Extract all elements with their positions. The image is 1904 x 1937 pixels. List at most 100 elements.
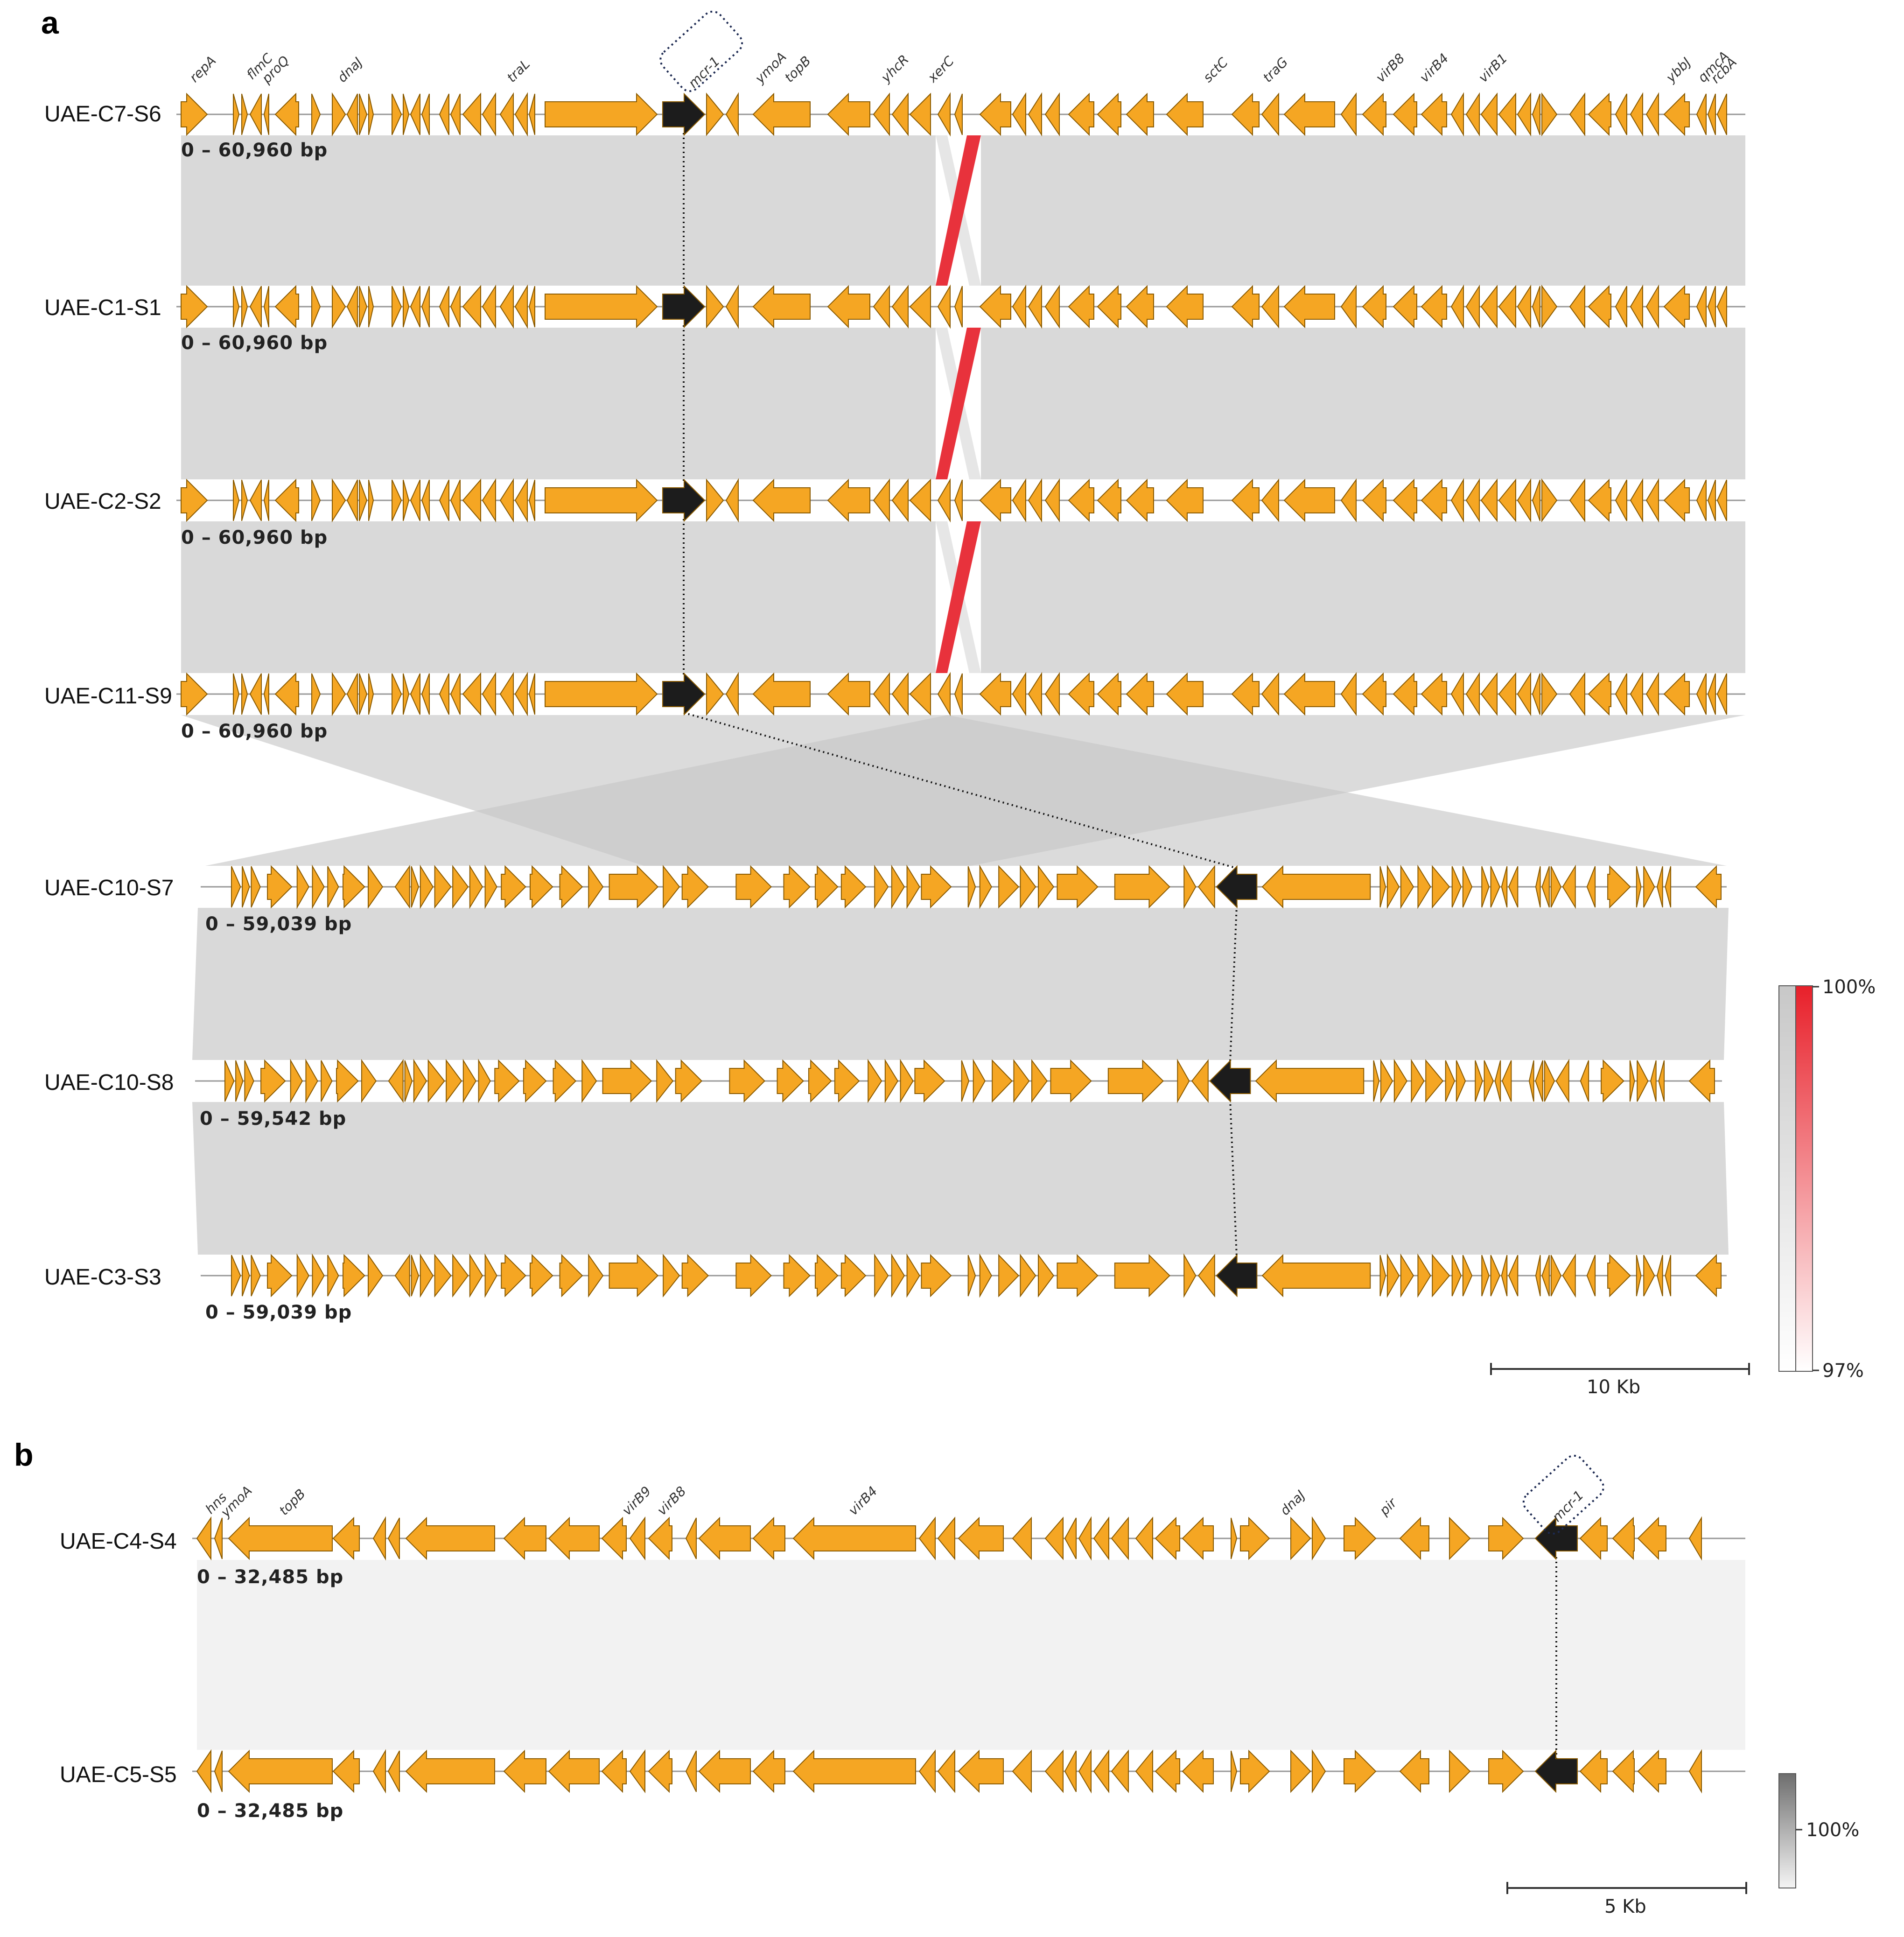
a-gene-4-39 — [783, 865, 811, 909]
a-gene-5-62 — [235, 1060, 244, 1102]
a-gene-5-15 — [1456, 1060, 1466, 1102]
a-gene-2-55 — [1569, 478, 1585, 523]
range-c3-s3: 0 – 59,039 bp — [205, 1302, 352, 1323]
a-gene-4-7 — [1562, 864, 1576, 909]
a-gene-4-44 — [588, 864, 604, 909]
a-gene-1-52 — [1517, 284, 1531, 329]
a-gene-2-13 — [410, 479, 420, 521]
a-gene-0-25 — [725, 92, 739, 137]
a-gene-4-8 — [1550, 866, 1562, 908]
b-gene-1-38 — [1612, 1749, 1635, 1793]
a-gene-0-16 — [450, 93, 461, 135]
a-gene-0-22 — [545, 92, 658, 136]
a-gene-6-1 — [1665, 1255, 1672, 1297]
a-gene-0-15 — [439, 93, 449, 135]
b-gene-0-27 — [1182, 1516, 1214, 1560]
a-gene-3-42 — [1261, 672, 1279, 716]
a-mcr1-gene-0 — [662, 92, 706, 136]
track-name-c2-s2: UAE-C2-S2 — [44, 489, 161, 514]
b-gene-1-12 — [685, 1750, 697, 1792]
b-gene-0-38 — [1612, 1516, 1635, 1560]
b-gene-0-15 — [792, 1516, 916, 1560]
a-gene-2-7 — [332, 478, 346, 523]
a-gene-3-31 — [937, 672, 951, 716]
a-gene-3-33 — [979, 672, 1011, 716]
a-gene-3-55 — [1569, 672, 1585, 716]
a-gene-0-14 — [421, 93, 430, 135]
a-gene-3-35 — [1028, 672, 1042, 716]
b-gene-1-7 — [503, 1749, 546, 1793]
a-gene-6-29 — [1020, 1253, 1036, 1298]
a-gene-1-47 — [1421, 285, 1447, 329]
a-gene-5-37 — [834, 1059, 860, 1103]
a-gene-3-48 — [1450, 672, 1464, 716]
range-c10-s8: 0 – 59,542 bp — [200, 1108, 346, 1130]
a-gene-1-5 — [274, 285, 299, 329]
a-gene-2-37 — [1068, 478, 1094, 522]
a-gene-1-43 — [1283, 285, 1335, 329]
b-gene-0-2 — [228, 1516, 333, 1560]
a-gene-5-38 — [808, 1059, 832, 1103]
a-gene-2-24 — [706, 478, 724, 522]
identity-legend-a: 100% 97% — [1778, 976, 1876, 1382]
a-gene-1-9 — [359, 286, 368, 328]
a-gene-3-26 — [752, 672, 811, 716]
a-gene-6-27 — [1057, 1254, 1099, 1298]
a-gene-2-41 — [1231, 478, 1260, 522]
b-gene-0-23 — [1093, 1516, 1109, 1561]
b-gene-1-28 — [1231, 1750, 1238, 1792]
gene-label-virB4-b: virB4 — [846, 1483, 881, 1518]
a-gene-2-15 — [439, 479, 449, 521]
a-gene-4-47 — [501, 865, 526, 909]
a-gene-6-56 — [343, 1254, 365, 1298]
b-gene-0-11 — [648, 1516, 672, 1560]
a-gene-4-59 — [296, 864, 309, 909]
gene-label-virB1: virB1 — [1476, 50, 1511, 85]
a-gene-4-18 — [1417, 864, 1431, 909]
b-gene-1-3 — [332, 1749, 360, 1793]
a-gene-4-38 — [814, 865, 839, 909]
b-mcr1-gene-0 — [1534, 1516, 1578, 1560]
a-gene-6-45 — [559, 1254, 583, 1298]
a-gene-5-6 — [1580, 1060, 1589, 1102]
track-name-c7-s6: UAE-C7-S6 — [44, 102, 161, 126]
a-gene-6-40 — [735, 1254, 772, 1298]
a-gene-5-60 — [260, 1059, 286, 1103]
a-gene-3-5 — [274, 672, 299, 716]
a-gene-6-2 — [1657, 1255, 1663, 1297]
a-gene-5-44 — [581, 1059, 597, 1103]
a-gene-0-53 — [1532, 93, 1540, 135]
a-gene-5-14 — [1475, 1060, 1483, 1102]
a-gene-1-39 — [1126, 285, 1154, 329]
a-gene-0-32 — [954, 93, 963, 135]
a-gene-5-49 — [462, 1059, 476, 1103]
mcr1-link-a-4 — [1229, 905, 1238, 1063]
a-gene-1-35 — [1028, 284, 1042, 329]
b-gene-1-34 — [1449, 1749, 1471, 1793]
a-gene-5-48 — [478, 1059, 491, 1103]
a-gene-4-35 — [891, 864, 905, 909]
a-gene-0-20 — [514, 92, 528, 137]
a-gene-6-12 — [1501, 1255, 1508, 1297]
a-gene-0-62 — [1707, 93, 1716, 135]
a-gene-2-44 — [1340, 478, 1357, 523]
a-gene-3-38 — [1097, 672, 1121, 716]
a-gene-2-52 — [1517, 478, 1531, 523]
a-gene-6-5 — [1607, 1254, 1631, 1298]
a-gene-1-48 — [1450, 284, 1464, 329]
a-gene-4-46 — [529, 865, 553, 909]
a-gene-3-24 — [706, 672, 724, 716]
a-gene-5-16 — [1445, 1060, 1456, 1102]
a-gene-1-21 — [528, 286, 535, 328]
a-track-1 — [176, 284, 1745, 329]
a-gene-2-33 — [979, 478, 1011, 522]
a-gene-3-58 — [1630, 672, 1643, 716]
b-gene-0-8 — [548, 1516, 600, 1560]
a-gene-4-4 — [1636, 866, 1642, 908]
a-gene-5-0 — [1688, 1059, 1715, 1103]
a-gene-0-49 — [1465, 92, 1480, 137]
a-track-2 — [176, 478, 1745, 523]
a-gene-4-53 — [411, 866, 419, 908]
a-gene-6-44 — [588, 1253, 604, 1298]
